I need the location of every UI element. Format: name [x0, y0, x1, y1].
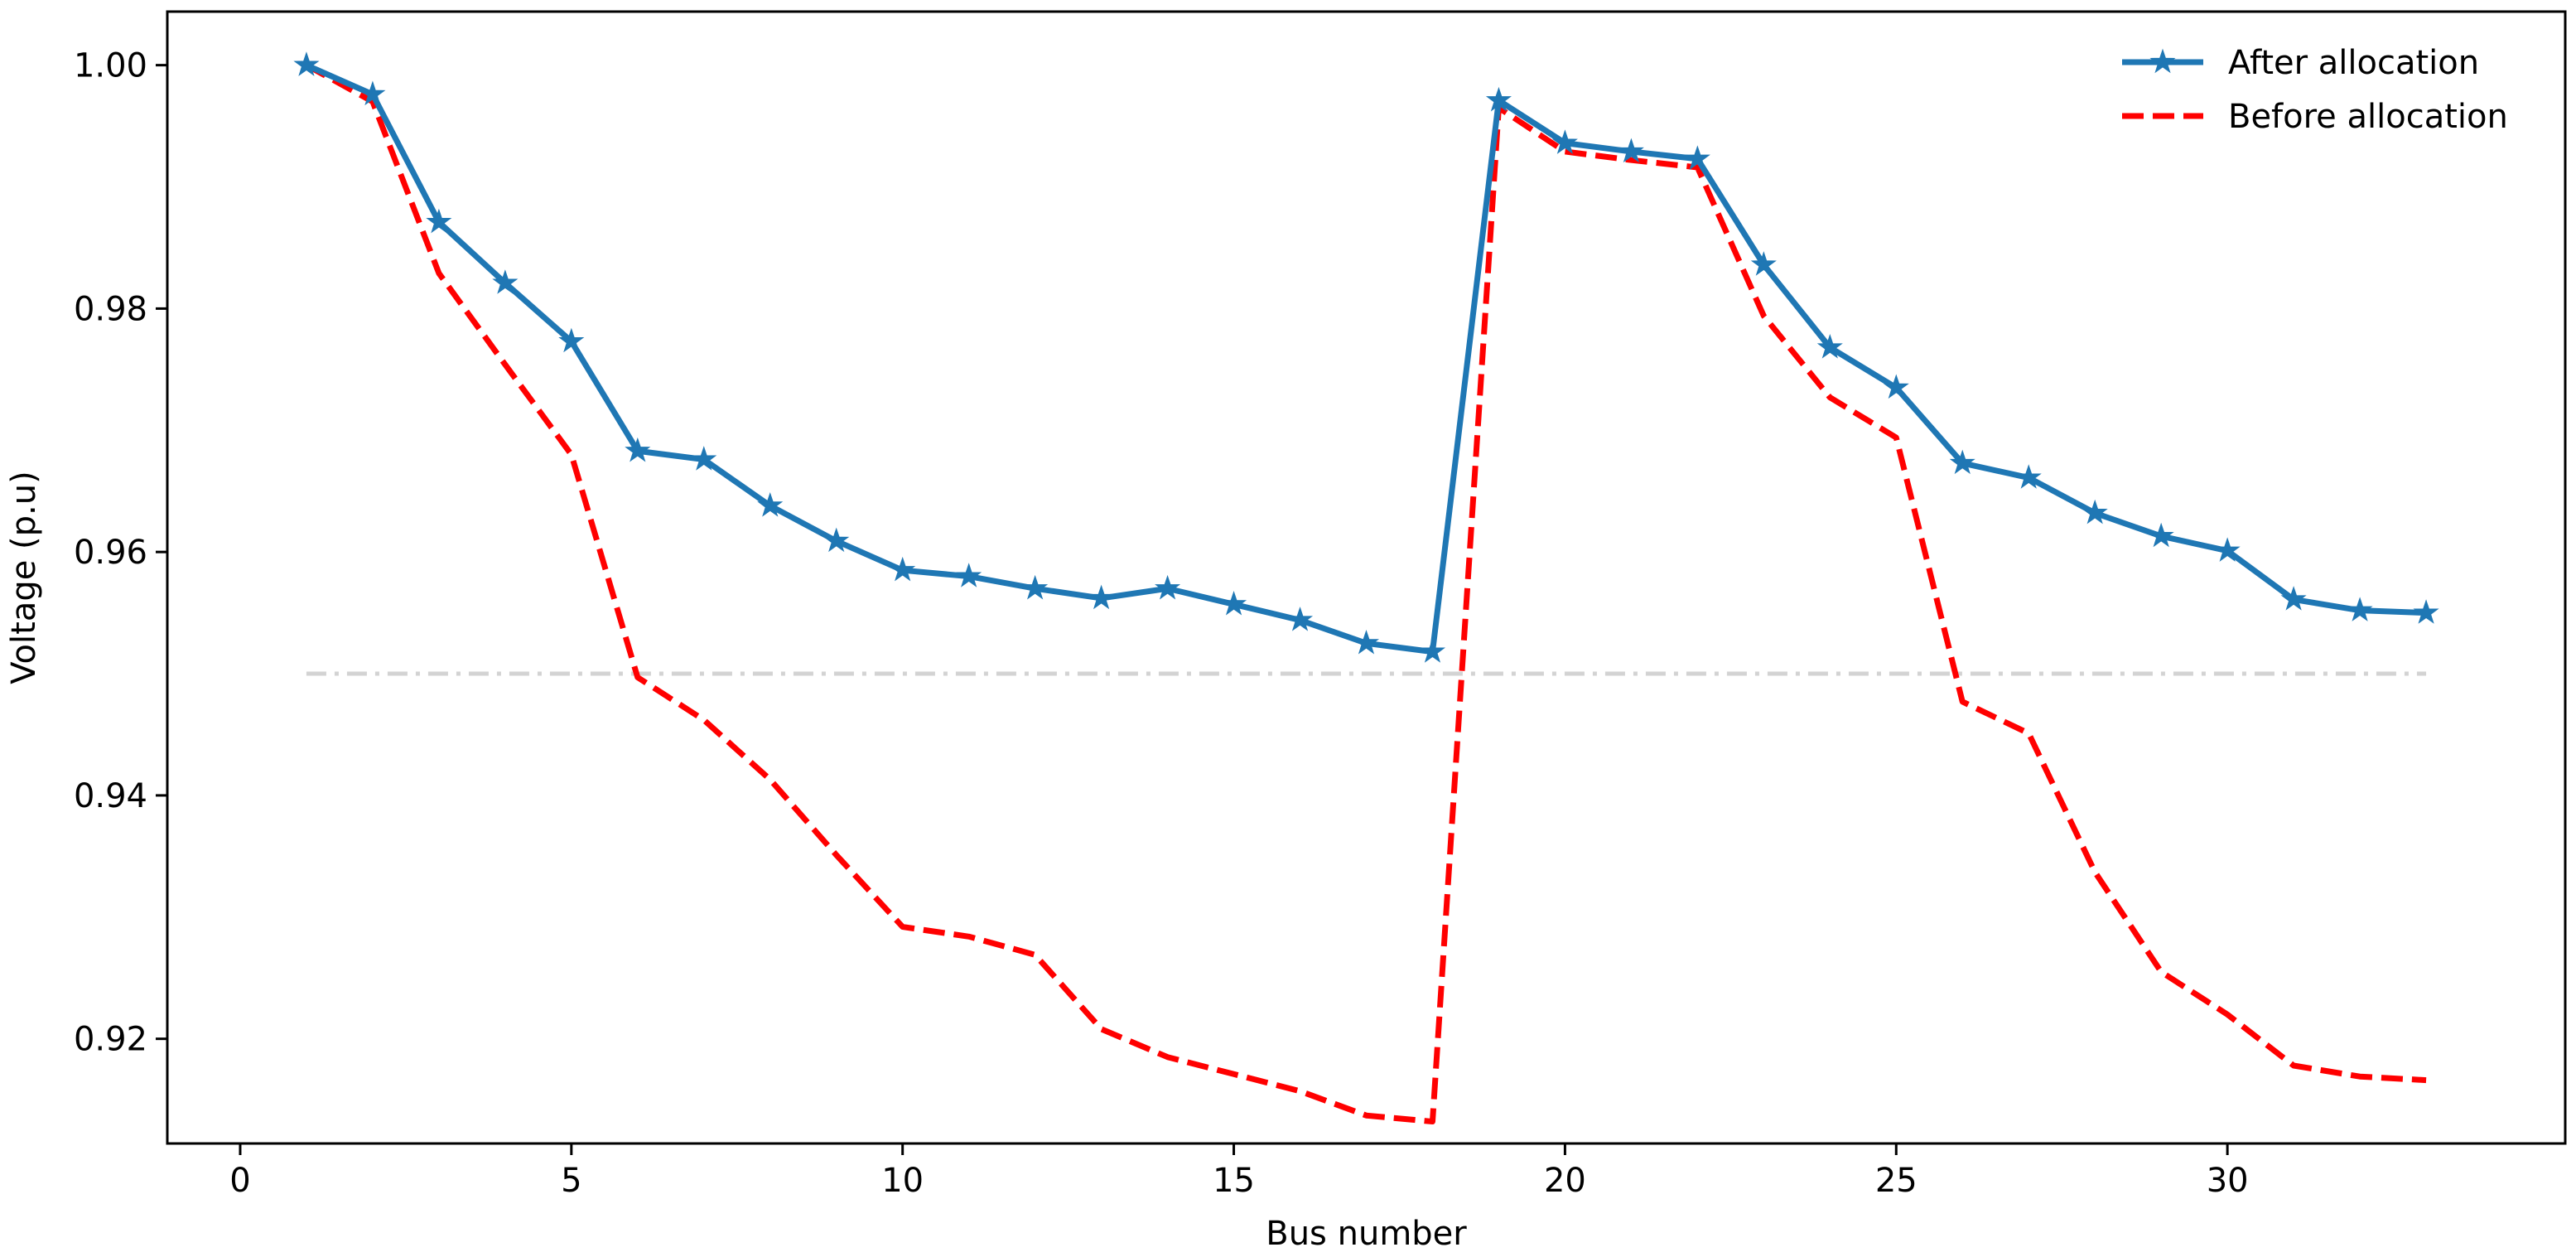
data-point	[1883, 374, 1909, 399]
series-line-before-allocation	[305, 62, 2427, 1125]
data-point	[1750, 251, 1777, 276]
data-point	[492, 269, 519, 294]
data-point	[1949, 449, 1975, 475]
x-tick-label: 30	[2207, 1162, 2249, 1200]
data-point	[1551, 129, 1578, 154]
legend-label-after-allocation: After allocation	[2228, 44, 2479, 82]
data-point	[823, 527, 850, 553]
data-point	[2082, 499, 2108, 525]
data-point	[2413, 599, 2439, 624]
data-point	[890, 556, 916, 582]
x-axis: 0 5 10 15 20 25 30	[229, 1143, 2249, 1200]
data-point	[293, 51, 320, 76]
x-tick-label: 25	[1875, 1162, 1918, 1200]
data-point	[2148, 522, 2174, 548]
data-point	[558, 327, 585, 353]
y-tick-label: 0.92	[74, 1021, 147, 1059]
axes-frame	[166, 10, 2567, 1145]
data-point	[757, 491, 784, 517]
data-point	[1353, 629, 1380, 655]
legend-marker	[2149, 48, 2176, 74]
data-point	[1155, 574, 1181, 600]
legend: After allocation Before allocation	[2122, 44, 2508, 136]
data-point	[1022, 574, 1049, 600]
data-point	[2214, 537, 2241, 562]
data-point	[1221, 590, 1247, 616]
x-tick-label: 10	[881, 1162, 924, 1200]
data-point	[1485, 86, 1512, 112]
data-point	[2015, 464, 2042, 489]
y-tick-label: 0.98	[74, 290, 147, 328]
y-axis: 0.92 0.94 0.96 0.98 1.00	[74, 47, 167, 1059]
data-point	[2347, 597, 2373, 621]
data-point	[1684, 145, 1710, 170]
x-tick-label: 5	[561, 1162, 581, 1200]
data-point	[1816, 334, 1843, 359]
series-layer	[293, 51, 2439, 1125]
data-point	[625, 437, 651, 462]
y-tick-label: 0.94	[74, 777, 147, 815]
data-point	[1088, 584, 1115, 610]
y-tick-label: 1.00	[74, 47, 147, 85]
x-tick-label: 15	[1213, 1162, 1255, 1200]
y-axis-label: Voltage (p.u)	[5, 471, 43, 684]
data-point	[1286, 607, 1314, 631]
data-point	[359, 80, 386, 106]
data-point	[426, 208, 452, 234]
y-tick-label: 0.96	[74, 534, 147, 572]
x-axis-label: Bus number	[1266, 1215, 1467, 1253]
data-point	[1618, 138, 1644, 163]
legend-label-before-allocation: Before allocation	[2228, 98, 2508, 136]
data-point	[691, 446, 717, 471]
x-tick-label: 0	[229, 1162, 250, 1200]
data-point	[2280, 586, 2307, 611]
x-tick-label: 20	[1544, 1162, 1586, 1200]
data-point	[1419, 638, 1446, 663]
data-point	[956, 563, 982, 587]
